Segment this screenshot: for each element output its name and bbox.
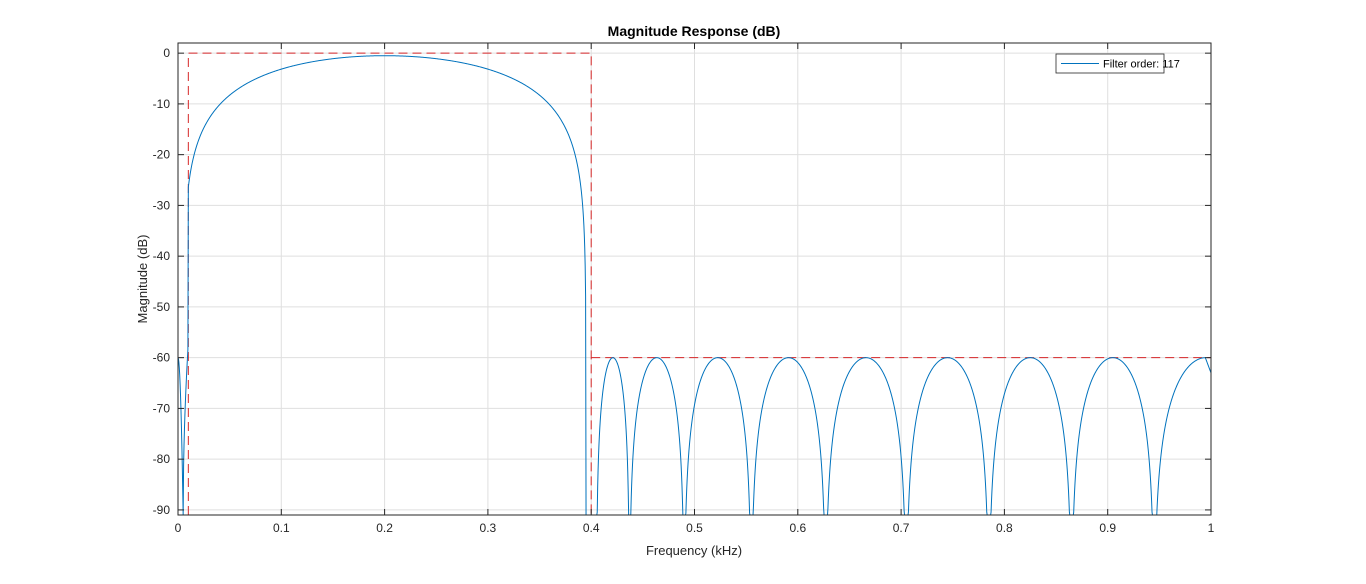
y-tick-label: -70 (153, 401, 171, 415)
x-tick-label: 0.9 (1099, 521, 1116, 535)
y-tick-label: -80 (153, 452, 171, 466)
legend: Filter order: 117 (1055, 53, 1180, 74)
x-tick-label: 0.1 (273, 521, 290, 535)
legend-entry: Filter order: 117 (1103, 59, 1180, 71)
y-tick-label: 0 (163, 46, 170, 60)
x-tick-label: 0.5 (686, 521, 703, 535)
y-tick-label: -60 (153, 351, 171, 365)
legend-box (1055, 53, 1165, 74)
x-tick-label: 0.6 (789, 521, 806, 535)
x-axis-label: Frequency (kHz) (646, 543, 742, 558)
series-line (177, 55, 1212, 516)
x-tick-label: 0.2 (376, 521, 393, 535)
y-tick-label: -20 (153, 148, 171, 162)
y-tick-label: -40 (153, 249, 171, 263)
y-axis-label: Magnitude (dB) (135, 235, 150, 324)
x-tick-label: 1 (1208, 521, 1215, 535)
x-tick-label: 0.4 (583, 521, 600, 535)
y-tick-label: -50 (153, 300, 171, 314)
x-tick-labels: 0 0.1 0.2 0.3 0.4 0.5 0.6 0.7 0.8 0.9 1 (175, 521, 1215, 535)
chart-title: Magnitude Response (dB) (608, 23, 781, 39)
series-group (177, 55, 1212, 516)
x-tick-label: 0.7 (893, 521, 910, 535)
y-tick-label: -30 (153, 198, 171, 212)
y-tick-labels: 0 -10 -20 -30 -40 -50 -60 -70 -80 -90 (153, 46, 171, 517)
y-tick-label: -90 (153, 503, 171, 517)
x-tick-label: 0.3 (480, 521, 497, 535)
axis-ticks (177, 43, 1212, 515)
x-tick-label: 0.8 (996, 521, 1013, 535)
y-tick-label: -10 (153, 97, 171, 111)
x-tick-label: 0 (175, 521, 182, 535)
